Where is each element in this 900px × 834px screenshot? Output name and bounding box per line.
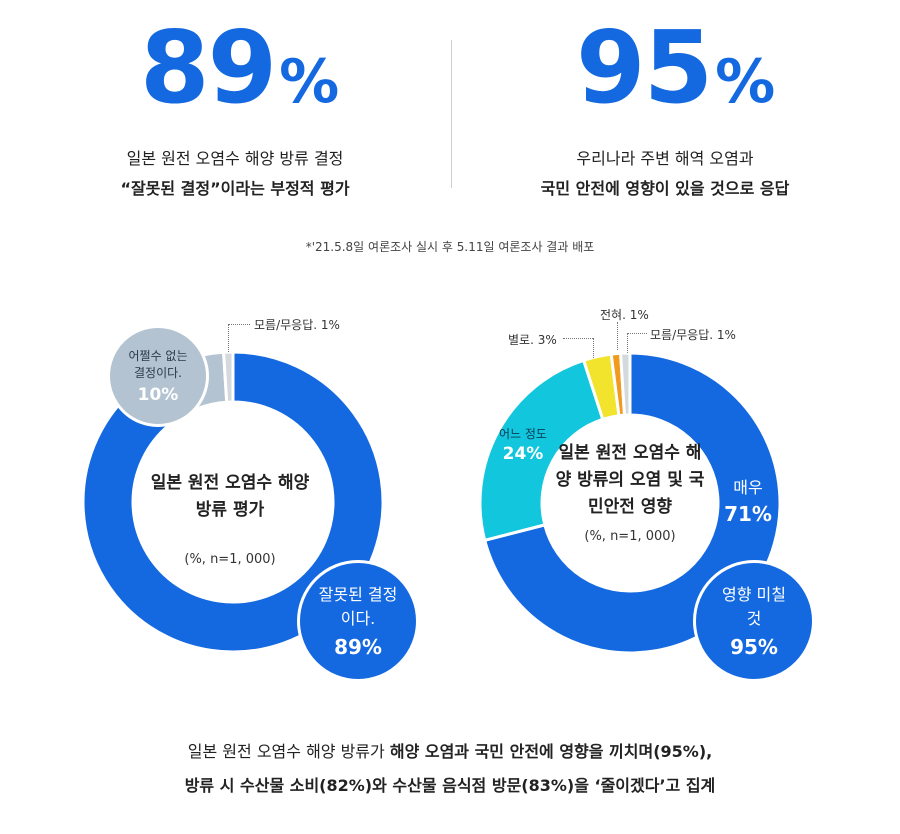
c2-slice-1 [478, 358, 605, 543]
c2-bubble-impact: 영향 미칠 것 95% [693, 560, 815, 682]
stat-left-number: 89 [140, 9, 277, 126]
leader-line-c2-unknown-h [627, 333, 647, 334]
leader-line-c2-unknown [627, 333, 628, 353]
c2-title: 일본 원전 오염수 해양 방류의 오염 및 국민안전 영향 [555, 443, 705, 517]
c1-bubble-wrong: 잘못된 결정이다. 89% [297, 560, 419, 682]
stat-left-line1: 일본 원전 오염수 해양 방류 결정 [126, 149, 344, 168]
footer-line1-bold: 해양 오염과 국민 안전에 영향을 끼치며(95%), [389, 742, 713, 761]
c1-value-wrong: 89% [334, 635, 382, 659]
stat-left-caption: 일본 원전 오염수 해양 방류 결정 “잘못된 결정”이라는 부정적 평가 [20, 144, 450, 204]
c2-label-impact: 영향 미칠 것 [722, 585, 786, 628]
leader-line-c1-unknown [228, 324, 229, 352]
c2-slice-4 [618, 351, 632, 417]
stat-right-line1: 우리나라 주변 해역 오염과 [576, 149, 754, 168]
c1-value-unavoidable: 10% [137, 384, 179, 405]
stat-left-percent: % [279, 47, 339, 117]
c2-seg-very: 매우 71% [718, 474, 778, 526]
stat-right-value: 95% [576, 18, 775, 118]
stat-right-percent: % [715, 47, 775, 117]
footer-line1: 일본 원전 오염수 해양 방류가 해양 오염과 국민 안전에 영향을 끼치며(9… [0, 735, 900, 769]
c2-label-very: 매우 [733, 478, 763, 497]
stat-right-line2: 국민 안전에 영향이 있을 것으로 응답 [540, 179, 790, 198]
leader-line-c2-not-much [593, 338, 594, 358]
c1-label-wrong: 잘못된 결정이다. [318, 585, 398, 628]
c2-slice-0 [482, 351, 782, 655]
c2-label-not-much: 별로. 3% [508, 333, 557, 347]
c2-label-unknown: 모름/무응답. 1% [650, 328, 736, 342]
c1-slice-2 [221, 350, 235, 404]
c2-subtitle: (%, n=1, 000) [584, 529, 676, 544]
stat-right-number: 95 [576, 9, 713, 126]
footer-line1-normal: 일본 원전 오염수 해양 방류가 [187, 742, 390, 761]
c2-value-impact: 95% [730, 635, 778, 659]
c2-label-somewhat: 어느 정도 [499, 427, 547, 441]
c1-label-unavoidable: 어쩔수 없는 결정이다. [128, 348, 188, 380]
footer-summary: 일본 원전 오염수 해양 방류가 해양 오염과 국민 안전에 영향을 끼치며(9… [0, 735, 900, 803]
c2-label-not-at-all: 전혀. 1% [600, 308, 649, 322]
leader-line-c1-unknown-h [228, 324, 250, 325]
stat-left-line2: “잘못된 결정”이라는 부정적 평가 [120, 179, 350, 198]
donut-chart-impact [478, 351, 782, 655]
c2-value-somewhat: 24% [502, 444, 544, 464]
stat-right-caption: 우리나라 주변 해역 오염과 국민 안전에 영향이 있을 것으로 응답 [450, 144, 880, 204]
c1-center: 일본 원전 오염수 해양 방류 평가 (%, n=1, 000) [130, 470, 330, 567]
leader-line-c2-not-at-all [617, 322, 618, 350]
c1-bubble-unavoidable: 어쩔수 없는 결정이다. 10% [107, 325, 209, 427]
c1-title: 일본 원전 오염수 해양 방류 평가 [150, 473, 310, 520]
leader-line-c2-not-much-h [563, 338, 593, 339]
stat-divider [451, 40, 452, 188]
c1-subtitle: (%, n=1, 000) [184, 552, 276, 567]
stat-left-value: 89% [140, 18, 339, 118]
footer-line2: 방류 시 수산물 소비(82%)와 수산물 음식점 방문(83%)을 ‘줄이겠다… [184, 776, 716, 795]
c2-seg-somewhat: 어느 정도 24% [488, 425, 558, 464]
c2-value-very: 71% [724, 502, 772, 526]
c2-center: 일본 원전 오염수 해양 방류의 오염 및 국민안전 영향 (%, n=1, 0… [545, 440, 715, 544]
c1-label-unknown: 모름/무응답. 1% [254, 318, 340, 332]
survey-note: *'21.5.8일 여론조사 실시 후 5.11일 여론조사 결과 배포 [305, 240, 595, 254]
